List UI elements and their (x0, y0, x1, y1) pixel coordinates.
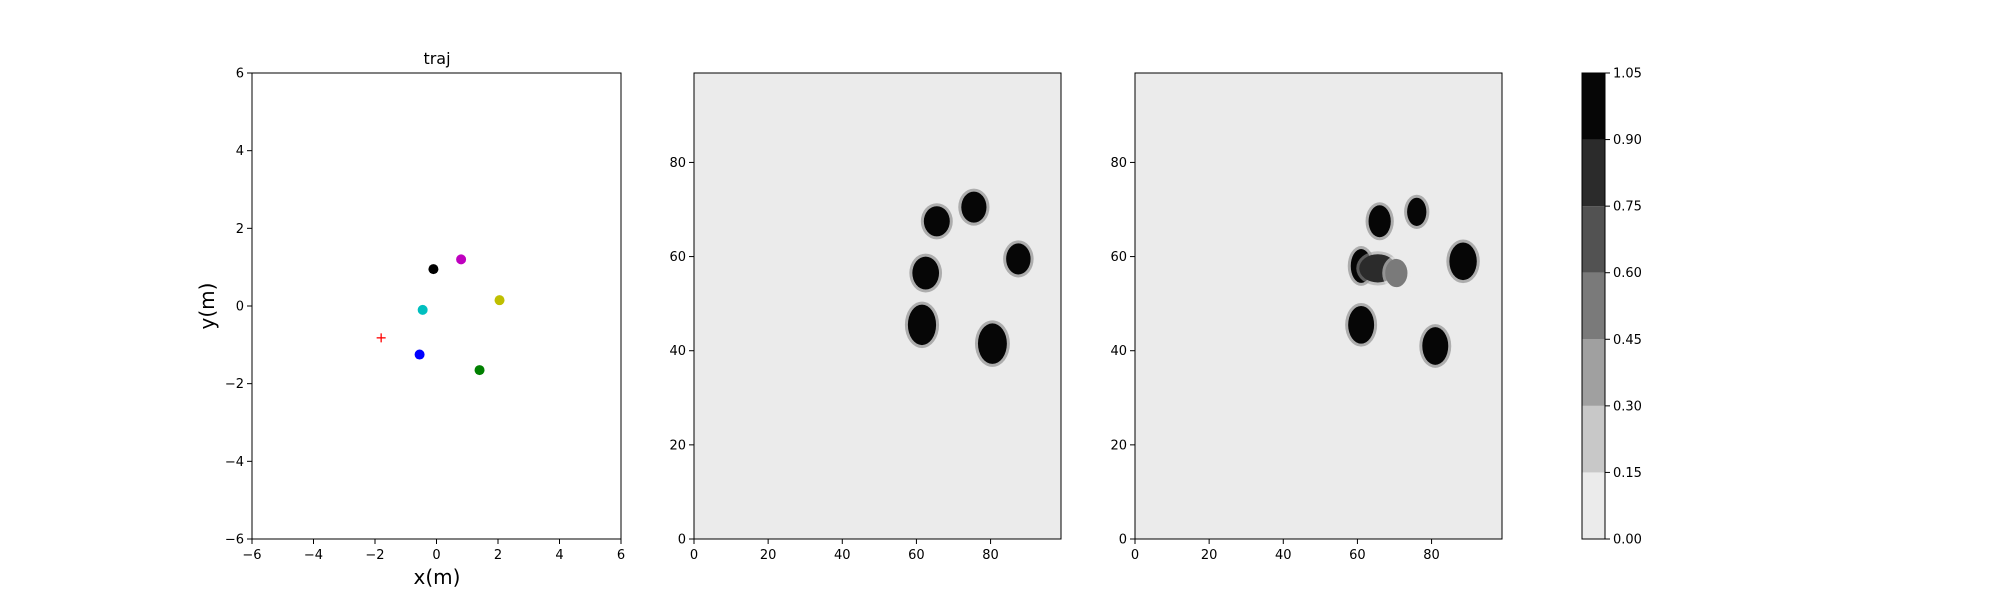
heat-blob (912, 256, 940, 290)
heatmap-1-blobs (904, 188, 1034, 367)
x-tick-label: −6 (242, 548, 261, 563)
heatmap-panel-2: 0 20 40 60 80 0 20 40 60 80 (1110, 72, 1503, 563)
colorbar-tick-label: 0.75 (1613, 200, 1642, 215)
traj-xlabel: x(m) (414, 565, 461, 589)
x-tick-label: 60 (1349, 548, 1366, 563)
y-tick-label: 40 (669, 344, 686, 359)
heat-blob (1422, 327, 1449, 365)
colorbar: 0.00 0.15 0.30 0.45 0.60 0.75 0.90 1.05 (1581, 67, 1642, 548)
y-tick-label: 0 (678, 533, 686, 548)
heatmap-2-frame (1134, 72, 1503, 540)
x-tick-label: −2 (365, 548, 384, 563)
x-tick-label: 20 (760, 548, 777, 563)
y-tick-label: 20 (1110, 438, 1127, 453)
traj-ticks: −6 −4 −2 0 2 4 6 −6 −4 −2 0 2 4 6 (225, 67, 625, 564)
heatmap-1-ticks: 0 20 40 60 80 0 20 40 60 80 (669, 156, 998, 563)
colorbar-bands (1582, 73, 1605, 539)
heatmap-panel-1: 0 20 40 60 80 0 20 40 60 80 (669, 72, 1062, 563)
y-tick-label: 4 (236, 144, 244, 159)
heat-blob (1385, 258, 1408, 288)
x-tick-label: 0 (1131, 548, 1139, 563)
point-marker (474, 365, 485, 376)
colorbar-tick-label: 0.60 (1613, 266, 1642, 281)
x-tick-label: 60 (908, 548, 925, 563)
x-tick-label: 4 (555, 548, 563, 563)
point-marker (456, 254, 467, 265)
heatmap-2-ticks: 0 20 40 60 80 0 20 40 60 80 (1110, 156, 1439, 563)
colorbar-tick-label: 1.05 (1613, 67, 1642, 82)
colorbar-tick-label: 0.00 (1613, 533, 1642, 548)
y-tick-label: 6 (236, 67, 244, 82)
traj-axes-frame (251, 72, 622, 540)
point-marker (414, 349, 425, 360)
colorbar-tick-label: 0.45 (1613, 333, 1642, 348)
colorbar-band (1582, 73, 1605, 140)
y-tick-label: 80 (1110, 156, 1127, 171)
colorbar-band (1582, 139, 1605, 207)
x-tick-label: 40 (1275, 548, 1292, 563)
point-marker (417, 304, 428, 315)
traj-points (376, 254, 505, 376)
y-tick-label: 20 (669, 438, 686, 453)
colorbar-frame (1581, 72, 1606, 540)
heat-blob (977, 323, 1007, 364)
heat-blob (1449, 242, 1477, 281)
colorbar-band (1582, 405, 1605, 473)
y-tick-label: 2 (236, 222, 244, 237)
traj-panel: traj −6 −4 −2 0 2 4 6 −6 −4 −2 0 2 4 6 x(m) y(m) (195, 49, 625, 589)
x-tick-label: 0 (690, 548, 698, 563)
x-tick-label: −4 (304, 548, 323, 563)
y-tick-label: 60 (669, 250, 686, 265)
heat-blob (1368, 205, 1391, 238)
y-tick-label: 0 (1119, 533, 1127, 548)
heat-blob (1006, 243, 1031, 275)
x-tick-label: 80 (982, 548, 999, 563)
y-tick-label: −4 (225, 455, 244, 470)
colorbar-tick-label: 0.90 (1613, 133, 1642, 148)
heatmap-1-frame (693, 72, 1062, 540)
heat-blob (923, 206, 950, 237)
x-tick-label: 20 (1201, 548, 1218, 563)
heat-blob (1407, 197, 1427, 226)
x-tick-label: 80 (1423, 548, 1440, 563)
colorbar-band (1582, 272, 1605, 340)
y-tick-label: 40 (1110, 344, 1127, 359)
point-marker (494, 295, 505, 306)
colorbar-ticks: 0.00 0.15 0.30 0.45 0.60 0.75 0.90 1.05 (1605, 67, 1642, 548)
x-tick-label: 2 (494, 548, 502, 563)
traj-title: traj (423, 49, 450, 68)
colorbar-tick-label: 0.30 (1613, 399, 1642, 414)
heatmap-2-blobs (1345, 194, 1480, 368)
y-tick-label: 80 (669, 156, 686, 171)
colorbar-band (1582, 472, 1605, 539)
heat-blob (961, 191, 987, 223)
colorbar-tick-label: 0.15 (1613, 466, 1642, 481)
y-tick-label: −2 (225, 377, 244, 392)
x-tick-label: 0 (432, 548, 440, 563)
colorbar-band (1582, 206, 1605, 273)
point-marker (428, 264, 439, 275)
y-tick-label: 60 (1110, 250, 1127, 265)
y-tick-label: −6 (225, 533, 244, 548)
x-tick-label: 40 (834, 548, 851, 563)
y-tick-label: 0 (236, 300, 244, 315)
colorbar-band (1582, 339, 1605, 406)
heatmap-1-background (694, 73, 1061, 539)
heat-blob (907, 304, 937, 346)
traj-ylabel: y(m) (195, 283, 219, 330)
heatmap-2-background (1135, 73, 1502, 539)
x-tick-label: 6 (617, 548, 625, 563)
heat-blob (1348, 306, 1375, 344)
